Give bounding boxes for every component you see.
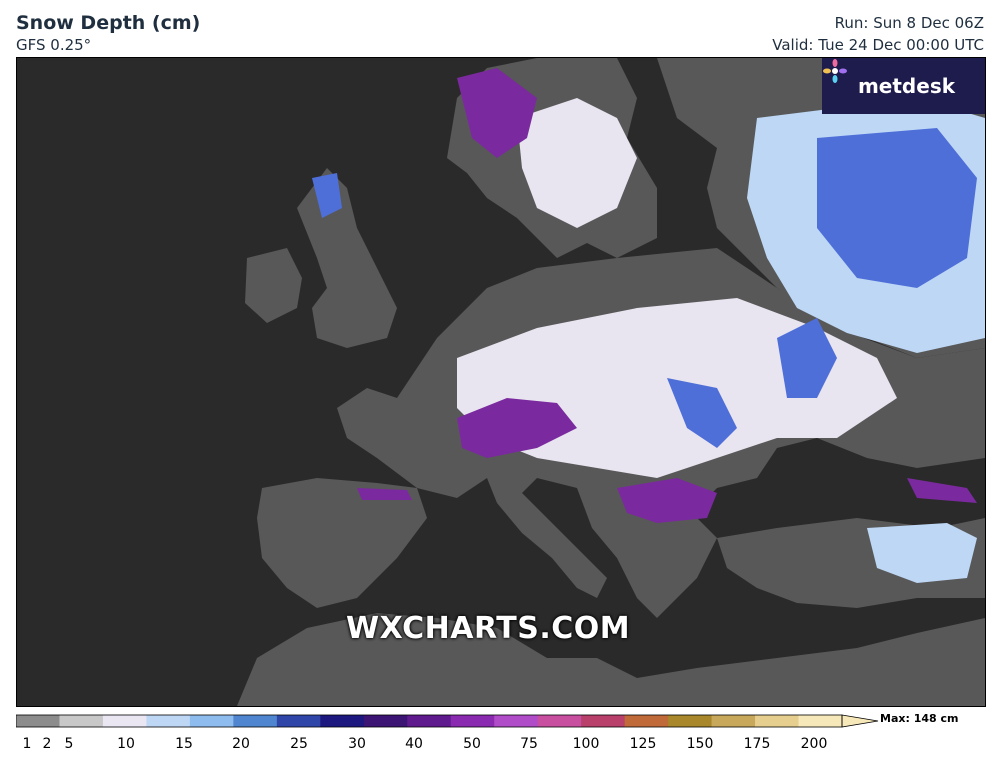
legend-swatch [537,715,582,727]
legend-colorbar [16,714,879,728]
snow-scandinavia-light [517,98,637,228]
run-time: Run: Sun 8 Dec 06Z [834,14,984,32]
legend-swatch [59,715,104,727]
map-panel[interactable]: metdesk WXCHARTS.COM [16,57,986,707]
legend-swatch [407,715,452,727]
snow-russia-blue [817,128,977,288]
snow-alps-purple [457,398,577,458]
legend-swatch [581,715,626,727]
legend-swatch [363,715,408,727]
snow-ukraine-blue [777,318,837,398]
legend-tick-label: 175 [743,736,771,752]
legend-swatch [146,715,191,727]
land-ireland [245,248,302,323]
land-italy [487,478,607,598]
legend-swatch [320,715,365,727]
legend-tick-label: 20 [232,736,250,752]
legend-tick-label: 40 [405,736,423,752]
snow-scotland-blue [312,173,342,218]
metdesk-logo-text: metdesk [857,74,956,98]
legend-tick-label: 150 [686,736,714,752]
legend-swatch [276,715,321,727]
max-value-label: Max: 148 cm [880,712,959,725]
legend-tick-label: 50 [463,736,481,752]
legend-tick-label: 2 [42,736,52,752]
legend-tick-label: 30 [348,736,366,752]
legend-tick-label: 125 [629,736,657,752]
legend-swatch [102,715,147,727]
legend-tick-label: 100 [572,736,600,752]
land-north-africa [237,613,985,706]
snow-caucasus-purple [907,478,977,503]
snow-balkans-purple [617,478,717,523]
snow-pyrenees-purple [357,488,412,500]
legend-swatch [450,715,495,727]
legend-swatch [711,715,756,727]
snow-turkey-light [867,523,977,583]
legend-swatch [624,715,669,727]
legend-tick-label: 1 [22,736,32,752]
legend-swatch [798,715,843,727]
wxcharts-watermark: WXCHARTS.COM [346,611,631,646]
legend-swatch [233,715,278,727]
model-label: GFS 0.25° [16,36,92,54]
snow-carpathians-blue [667,378,737,448]
chart-title: Snow Depth (cm) [16,12,201,34]
legend-tick-label: 15 [175,736,193,752]
valid-time: Valid: Tue 24 Dec 00:00 UTC [772,36,984,54]
legend-tick-label: 75 [520,736,538,752]
color-legend [16,714,886,764]
legend-swatch [494,715,539,727]
metdesk-logo: metdesk [822,58,985,114]
legend-tick-label: 10 [117,736,135,752]
legend-tick-label: 25 [290,736,308,752]
snow-norway-purple [457,68,537,158]
legend-swatch [668,715,713,727]
map-canvas [17,58,985,706]
legend-swatch [16,715,60,727]
legend-extend-arrow [841,714,879,728]
legend-swatch [755,715,800,727]
land-iberia [257,478,427,608]
legend-tick-label: 200 [800,736,828,752]
legend-swatch [189,715,234,727]
legend-tick-label: 5 [64,736,74,752]
